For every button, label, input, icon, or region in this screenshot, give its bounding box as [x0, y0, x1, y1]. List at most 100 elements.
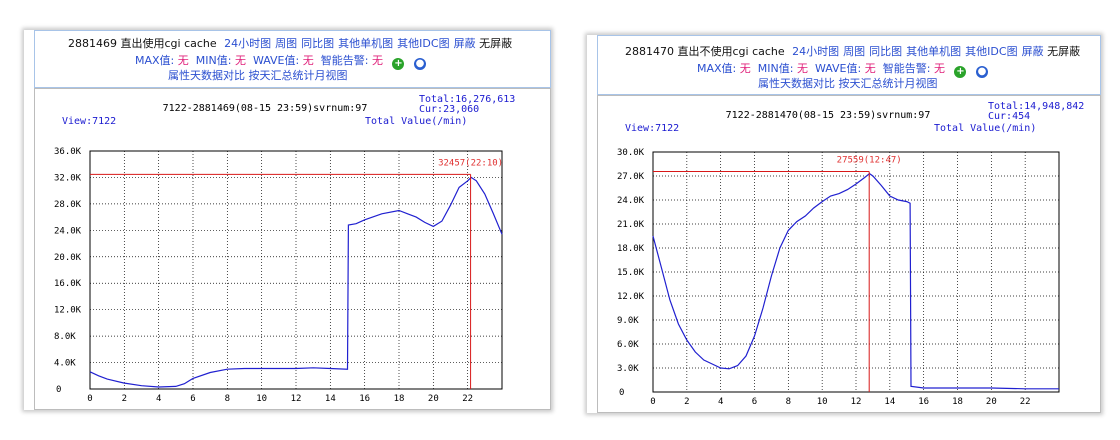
- min-label[interactable]: MIN值:: [757, 62, 794, 75]
- link-month-summary[interactable]: 按天汇总统计月视图: [838, 77, 938, 90]
- x-tick-label: 0: [650, 397, 655, 407]
- y-tick-label: 24.0K: [617, 196, 645, 206]
- x-tick-label: 14: [884, 397, 895, 407]
- magnifier-icon[interactable]: ●: [975, 66, 988, 78]
- link-mask[interactable]: 屏蔽: [1021, 45, 1044, 58]
- link-mask[interactable]: 屏蔽: [453, 37, 476, 50]
- link-attr-day-compare[interactable]: 属性天数据对比: [758, 77, 835, 90]
- header-threshold-line: MAX值: 无 MIN值: 无 WAVE值: 无 智能告警: 无 + ●: [135, 53, 426, 70]
- link-24h-chart[interactable]: 24小时图: [224, 37, 272, 50]
- wave-value: 无: [302, 54, 314, 67]
- chart-title: 7122-2881469(08-15 23:59)svrnum:97: [163, 103, 368, 114]
- y-tick-label: 0: [619, 388, 624, 398]
- max-label[interactable]: MAX值:: [697, 62, 737, 75]
- min-value: 无: [234, 54, 246, 67]
- server-id: 2881469: [68, 37, 117, 50]
- y-tick-label: 36.0K: [54, 147, 82, 157]
- x-tick-label: 16: [918, 397, 929, 407]
- wave-label[interactable]: WAVE值:: [252, 54, 300, 67]
- panel-header: 2881470 直出不使用cgi cache 24小时图 周图 同比图 其他单机图 其他…: [597, 35, 1101, 95]
- chart-title: 7122-2881470(08-15 23:59)svrnum:97: [726, 110, 931, 121]
- link-other-idc-chart[interactable]: 其他IDC图: [397, 37, 450, 50]
- y-tick-label: 18.0K: [617, 244, 645, 254]
- y-tick-label: 27.0K: [617, 172, 645, 182]
- chart-panel-2881469: 2881469 直出使用cgi cache 24小时图 周图 同比图 其他单机图 其他I…: [24, 30, 551, 410]
- x-tick-label: 2: [684, 397, 689, 407]
- chart-area: 7122-2881470(08-15 23:59)svrnum:97 Total:…: [597, 95, 1101, 413]
- plus-circle-icon[interactable]: +: [392, 58, 405, 70]
- y-tick-label: 8.0K: [54, 332, 76, 342]
- total-text: Total:14,948,842: [988, 101, 1084, 112]
- x-tick-label: 22: [462, 394, 473, 404]
- smart-alarm-label[interactable]: 智能告警:: [882, 62, 931, 75]
- y-tick-label: 12.0K: [54, 306, 82, 316]
- line-chart: 7122-2881469(08-15 23:59)svrnum:97 Total:…: [54, 94, 515, 404]
- peak-label: 32457(22:10): [438, 158, 503, 168]
- view-text: View:7122: [625, 123, 679, 134]
- max-label[interactable]: MAX值:: [135, 54, 175, 67]
- link-week-chart[interactable]: 周图: [275, 37, 298, 50]
- x-tick-label: 12: [851, 397, 862, 407]
- server-title: 直出使用cgi cache: [120, 37, 217, 50]
- series-line: [89, 176, 503, 388]
- x-tick-label: 4: [156, 394, 161, 404]
- min-label[interactable]: MIN值:: [195, 54, 232, 67]
- no-mask-status: 无屏蔽: [1047, 45, 1081, 58]
- x-tick-label: 6: [190, 394, 195, 404]
- link-other-machine-chart[interactable]: 其他单机图: [338, 37, 394, 50]
- x-tick-label: 20: [986, 397, 997, 407]
- x-tick-label: 18: [394, 394, 405, 404]
- x-tick-label: 18: [952, 397, 963, 407]
- link-other-idc-chart[interactable]: 其他IDC图: [965, 45, 1018, 58]
- header-threshold-line: MAX值: 无 MIN值: 无 WAVE值: 无 智能告警: 无 + ●: [697, 61, 988, 78]
- y-tick-label: 28.0K: [54, 200, 82, 210]
- server-id: 2881470: [625, 45, 674, 58]
- x-tick-label: 10: [256, 394, 267, 404]
- link-attr-day-compare[interactable]: 属性天数据对比: [168, 69, 245, 82]
- header-title-line: 2881470 直出不使用cgi cache 24小时图 周图 同比图 其他单机图 其他…: [625, 44, 1080, 59]
- y-tick-label: 3.0K: [617, 364, 639, 374]
- no-mask-status: 无屏蔽: [479, 37, 513, 50]
- y-tick-label: 0: [56, 385, 61, 395]
- link-yoy-chart[interactable]: 同比图: [301, 37, 335, 50]
- smart-alarm-value: 无: [933, 62, 945, 75]
- link-24h-chart[interactable]: 24小时图: [792, 45, 840, 58]
- panel-header: 2881469 直出使用cgi cache 24小时图 周图 同比图 其他单机图 其他I…: [34, 30, 551, 88]
- server-title: 直出不使用cgi cache: [677, 45, 785, 58]
- x-tick-label: 2: [122, 394, 127, 404]
- magnifier-icon[interactable]: ●: [413, 58, 426, 70]
- y-tick-label: 24.0K: [54, 226, 82, 236]
- y-tick-label: 16.0K: [54, 279, 82, 289]
- chart-area: 7122-2881469(08-15 23:59)svrnum:97 Total:…: [34, 88, 551, 410]
- header-title-line: 2881469 直出使用cgi cache 24小时图 周图 同比图 其他单机图 其他I…: [68, 36, 512, 51]
- link-week-chart[interactable]: 周图: [843, 45, 866, 58]
- link-yoy-chart[interactable]: 同比图: [869, 45, 903, 58]
- x-tick-label: 14: [325, 394, 336, 404]
- total-value-label: Total Value(/min): [365, 116, 467, 127]
- smart-alarm-label[interactable]: 智能告警:: [320, 54, 369, 67]
- x-tick-label: 0: [87, 394, 92, 404]
- y-tick-label: 4.0K: [54, 359, 76, 369]
- wave-label[interactable]: WAVE值:: [814, 62, 862, 75]
- total-text: Total:16,276,613: [419, 94, 515, 105]
- y-tick-label: 20.0K: [54, 253, 82, 263]
- x-tick-label: 16: [359, 394, 370, 404]
- y-tick-label: 9.0K: [617, 316, 639, 326]
- y-tick-label: 32.0K: [54, 173, 82, 183]
- y-tick-label: 21.0K: [617, 220, 645, 230]
- max-value: 无: [739, 62, 751, 75]
- header-attr-line: 属性天数据对比 按天汇总统计月视图: [758, 76, 938, 91]
- cur-text: Cur:23,060: [419, 104, 479, 115]
- wave-value: 无: [864, 62, 876, 75]
- x-tick-label: 6: [752, 397, 757, 407]
- y-tick-label: 6.0K: [617, 340, 639, 350]
- x-tick-label: 12: [291, 394, 302, 404]
- link-month-summary[interactable]: 按天汇总统计月视图: [248, 69, 348, 82]
- header-attr-line: 属性天数据对比 按天汇总统计月视图: [168, 68, 348, 83]
- link-other-machine-chart[interactable]: 其他单机图: [906, 45, 962, 58]
- x-tick-label: 8: [786, 397, 791, 407]
- x-tick-label: 22: [1020, 397, 1031, 407]
- plus-circle-icon[interactable]: +: [954, 66, 967, 78]
- x-tick-label: 8: [225, 394, 230, 404]
- max-value: 无: [177, 54, 189, 67]
